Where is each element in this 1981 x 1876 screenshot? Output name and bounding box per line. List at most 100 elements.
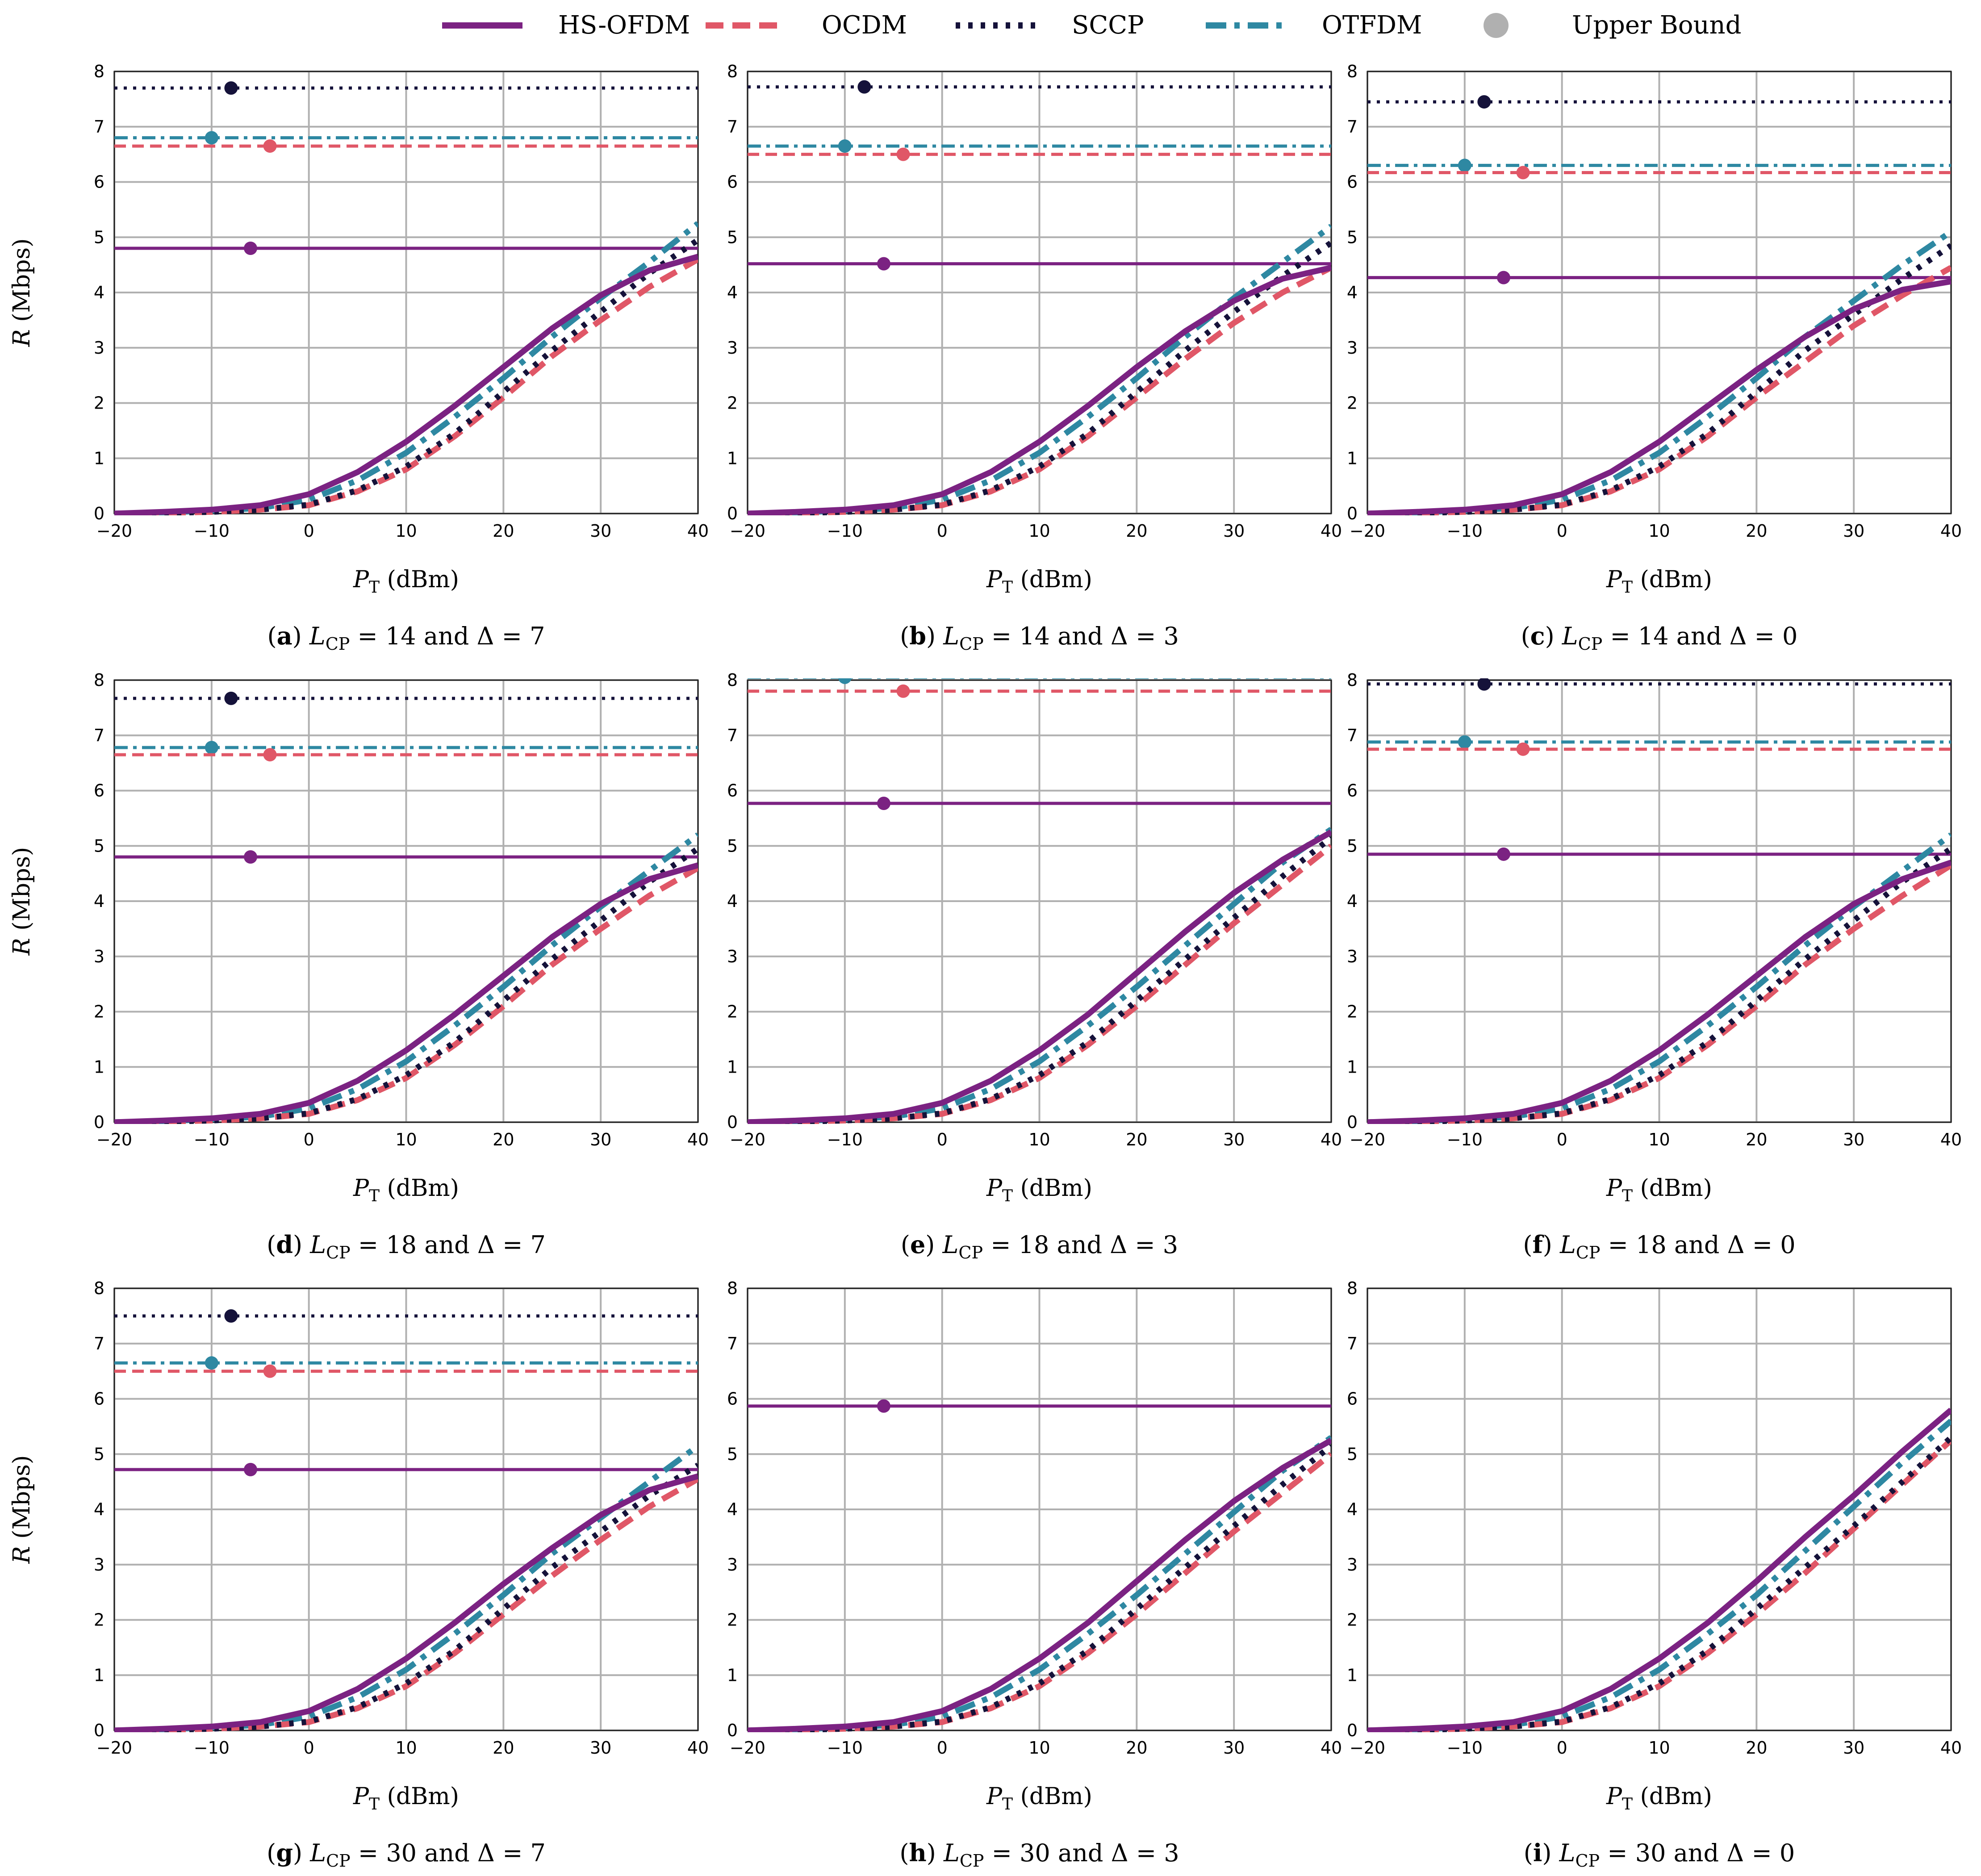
y-tick-label: 0 — [1347, 1721, 1358, 1740]
x-tick-label: 0 — [304, 1738, 314, 1758]
plot-frame — [113, 71, 699, 514]
x-tick-label: 0 — [304, 1130, 314, 1149]
x-tick-label: 0 — [1557, 1738, 1567, 1758]
x-tick-label: 20 — [1126, 1130, 1147, 1149]
upper-bound-marker-sccp — [1477, 678, 1491, 691]
plot-area — [114, 691, 698, 1124]
y-tick-label: 5 — [1347, 227, 1358, 247]
panel-caption: (b) LCP = 14 and Δ = 3 — [900, 622, 1179, 654]
x-tick-label: 10 — [1028, 1130, 1050, 1149]
upper-bound-marker-otfdm — [205, 740, 218, 754]
upper-bound-marker-otfdm — [838, 678, 852, 684]
x-tick-label: 10 — [395, 1130, 417, 1149]
y-tick-label: 1 — [94, 1665, 104, 1685]
x-tick-label: 30 — [1223, 1738, 1245, 1758]
series-line-sccp — [1367, 1435, 1951, 1732]
x-axis-label: PT (dBm) — [353, 1175, 459, 1205]
x-tick-label: −20 — [730, 1130, 765, 1149]
y-tick-label: 0 — [1347, 1112, 1358, 1132]
x-tick-label: −10 — [1447, 1738, 1483, 1758]
x-tick-label: 40 — [1940, 521, 1962, 541]
y-tick-label: 4 — [1347, 1500, 1358, 1519]
series-line-hs-ofdm — [114, 1473, 698, 1732]
x-tick-label: −20 — [730, 1738, 765, 1758]
x-tick-label: 10 — [1028, 521, 1050, 541]
y-tick-label: 1 — [1347, 1665, 1358, 1685]
legend-label: SCCP — [1072, 11, 1144, 40]
series-line-hs-ofdm — [748, 829, 1331, 1124]
y-tick-label: 0 — [94, 1721, 104, 1740]
panel-e: −20 −10 0 10 20 30 40 0 1 2 3 4 5 6 7 8 PT (dBm) (e) LCP … — [727, 670, 1342, 1262]
y-tick-label: 6 — [94, 172, 104, 192]
y-tick-label: 7 — [94, 726, 104, 745]
x-tick-label: −10 — [827, 1130, 863, 1149]
x-tick-label: 40 — [1321, 1738, 1342, 1758]
y-tick-label: 8 — [727, 62, 738, 81]
x-tick-label: 30 — [590, 521, 611, 541]
panel-caption: (c) LCP = 14 and Δ = 0 — [1521, 622, 1798, 654]
x-tick-label: 30 — [1223, 521, 1245, 541]
y-tick-label: 0 — [727, 504, 738, 523]
x-tick-label: 0 — [1557, 521, 1567, 541]
y-tick-label: 0 — [727, 1112, 738, 1132]
upper-bound-marker-otfdm — [838, 139, 852, 153]
y-tick-label: 2 — [1347, 1002, 1358, 1022]
x-axis-label: PT (dBm) — [1606, 566, 1712, 597]
x-axis-label: PT (dBm) — [1606, 1175, 1712, 1205]
upper-bound-marker-hs-ofdm — [243, 1462, 257, 1476]
upper-bound-marker-ocdm — [896, 147, 910, 161]
x-tick-label: 20 — [1126, 1738, 1147, 1758]
y-tick-label: 4 — [94, 283, 104, 302]
y-tick-label: 5 — [94, 836, 104, 856]
x-tick-label: −10 — [827, 1738, 863, 1758]
y-tick-label: 4 — [727, 1500, 738, 1519]
x-tick-label: 30 — [1843, 1738, 1864, 1758]
series-line-sccp — [748, 835, 1331, 1124]
panel-caption: (g) LCP = 30 and Δ = 7 — [267, 1838, 546, 1871]
y-tick-label: 5 — [1347, 1444, 1358, 1464]
y-tick-label: 5 — [727, 227, 738, 247]
y-axis-label: R (Mbps) — [8, 847, 35, 956]
y-tick-label: 8 — [94, 670, 104, 690]
y-tick-label: 5 — [94, 1444, 104, 1464]
x-tick-label: 10 — [1648, 521, 1670, 541]
y-tick-label: 8 — [727, 1279, 738, 1298]
x-tick-label: 40 — [1940, 1738, 1962, 1758]
x-tick-label: 10 — [395, 1738, 417, 1758]
series-line-hs-ofdm — [114, 862, 698, 1124]
plot-area — [1367, 1408, 1951, 1732]
y-tick-label: 5 — [94, 227, 104, 247]
panel-b: −20 −10 0 10 20 30 40 0 1 2 3 4 5 6 7 8 PT (dBm) (b) LCP … — [727, 62, 1342, 654]
y-tick-label: 3 — [727, 1555, 738, 1575]
y-tick-label: 6 — [727, 172, 738, 192]
y-tick-label: 4 — [1347, 891, 1358, 911]
y-tick-label: 2 — [1347, 1610, 1358, 1630]
panel-a: −20 −10 0 10 20 30 40 0 1 2 3 4 5 6 7 8 PT (dBm) R (Mbps)… — [8, 62, 709, 654]
y-tick-label: 6 — [1347, 1389, 1358, 1409]
panel-c: −20 −10 0 10 20 30 40 0 1 2 3 4 5 6 7 8 PT (dBm) (c) LCP … — [1347, 62, 1962, 654]
y-tick-label: 1 — [1347, 1057, 1358, 1077]
plot-frame — [747, 679, 1332, 1123]
y-tick-label: 5 — [1347, 836, 1358, 856]
y-tick-label: 8 — [1347, 62, 1358, 81]
x-tick-label: −20 — [730, 521, 765, 541]
x-tick-label: 20 — [1746, 1738, 1767, 1758]
upper-bound-marker-otfdm — [205, 1356, 218, 1370]
series-line-hs-ofdm — [1367, 1408, 1951, 1732]
panel-caption: (h) LCP = 30 and Δ = 3 — [899, 1838, 1179, 1871]
series-line-hs-ofdm — [114, 254, 698, 515]
legend-label: OTFDM — [1322, 11, 1422, 40]
y-tick-label: 6 — [1347, 172, 1358, 192]
legend-label: HS-OFDM — [558, 11, 690, 40]
plot-frame — [747, 1287, 1332, 1731]
x-tick-label: −20 — [1350, 1130, 1385, 1149]
legend-item-hs-ofdm: HS-OFDM — [442, 11, 690, 40]
legend-item-otfdm: OTFDM — [1206, 11, 1422, 40]
x-tick-label: −20 — [96, 521, 132, 541]
legend-item-sccp: SCCP — [956, 11, 1144, 40]
y-tick-label: 2 — [94, 393, 104, 413]
upper-bound-marker-ocdm — [1516, 742, 1530, 756]
y-tick-label: 2 — [727, 393, 738, 413]
x-tick-label: 40 — [687, 521, 709, 541]
y-tick-label: 0 — [94, 504, 104, 523]
